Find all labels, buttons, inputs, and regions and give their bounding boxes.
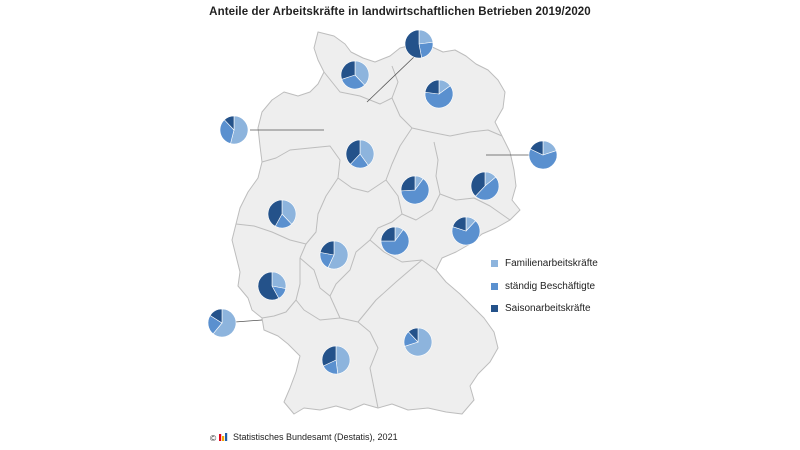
- pie-baden-wuerttemberg: [321, 345, 351, 375]
- legend-label-familie: Familienarbeitskräfte: [505, 258, 598, 269]
- pie-saarland: [207, 308, 237, 338]
- pie-slice-sachsen-saisonarbeitskr-fte: [452, 216, 467, 232]
- legend-swatch-staendig: [491, 282, 498, 290]
- pie-thueringen: [380, 226, 410, 256]
- pie-hamburg: [404, 29, 434, 59]
- germany-outline: [231, 31, 521, 415]
- pie-bremen: [219, 115, 249, 145]
- legend-item-staendig: ständig Beschäftigte: [491, 281, 598, 292]
- pie-slice-bremen-familienarbeitskr-fte: [230, 115, 249, 145]
- pie-slice-saarland-saisonarbeitskr-fte: [209, 308, 223, 324]
- pie-slice-mecklenburg-vorpommern-st-ndig-besch-ftigte: [424, 85, 454, 109]
- legend-label-staendig: ständig Beschäftigte: [505, 280, 596, 292]
- pie-slice-mecklenburg-vorpommern-saisonarbeitskr-fte: [424, 79, 440, 95]
- pie-slice-schleswig-holstein-saisonarbeitskr-fte: [340, 60, 356, 80]
- legend-item-saison: Saisonarbeitskräfte: [491, 303, 598, 314]
- pie-slice-berlin-st-ndig-besch-ftigte: [528, 148, 558, 170]
- pie-slice-niedersachsen-familienarbeitskr-fte: [359, 139, 375, 166]
- pie-slice-hessen-familienarbeitskr-fte: [327, 240, 349, 270]
- pie-slice-saarland-familienarbeitskr-fte: [212, 308, 237, 338]
- destatis-logo-icon: ©: [210, 432, 230, 442]
- pie-slice-sachsen-st-ndig-besch-ftigte: [451, 220, 481, 246]
- source-note: © Statistisches Bundesamt (Destatis), 20…: [210, 432, 398, 442]
- leader-lines: [234, 55, 530, 323]
- pie-hessen: [319, 240, 349, 270]
- legend-swatch-familie: [491, 260, 498, 267]
- pie-slice-sachsen-anhalt-saisonarbeitskr-fte: [400, 175, 416, 192]
- pie-nordrhein-westfalen: [267, 199, 297, 229]
- legend-item-familie: Familienarbeitskräfte: [491, 258, 598, 269]
- legend-label-saison: Saisonarbeitskräfte: [505, 303, 591, 314]
- pie-slice-brandenburg-st-ndig-besch-ftigte: [474, 176, 500, 201]
- source-text: Statistisches Bundesamt (Destatis), 2021: [233, 432, 398, 442]
- pie-slice-baden-wuerttemberg-familienarbeitskr-fte: [335, 345, 351, 375]
- pie-slice-hamburg-familienarbeitskr-fte: [418, 29, 434, 45]
- state-borders: [235, 65, 511, 409]
- pie-slice-hessen-saisonarbeitskr-fte: [319, 240, 335, 256]
- pie-slice-schleswig-holstein-familienarbeitskr-fte: [354, 60, 370, 86]
- pie-berlin: [528, 140, 558, 170]
- pie-slice-thueringen-saisonarbeitskr-fte: [380, 226, 396, 242]
- pie-slice-baden-wuerttemberg-saisonarbeitskr-fte: [321, 345, 337, 367]
- leader-line-saarland: [234, 319, 263, 323]
- pie-slice-bremen-saisonarbeitskr-fte: [223, 115, 235, 131]
- pie-slice-schleswig-holstein-st-ndig-besch-ftigte: [341, 74, 366, 90]
- pie-slice-bayern-saisonarbeitskr-fte: [407, 327, 419, 343]
- pie-slice-thueringen-st-ndig-besch-ftigte: [380, 229, 410, 256]
- pie-brandenburg: [470, 171, 500, 201]
- pie-slice-brandenburg-saisonarbeitskr-fte: [470, 171, 486, 197]
- legend-swatch-saison: [491, 305, 498, 312]
- chart-title: Anteile der Arbeitskräfte in landwirtsch…: [209, 6, 591, 18]
- pie-slice-niedersachsen-saisonarbeitskr-fte: [345, 139, 361, 165]
- pie-slice-rheinland-pfalz-saisonarbeitskr-fte: [257, 271, 280, 301]
- pie-bayern: [403, 327, 433, 357]
- pie-rheinland-pfalz: [257, 271, 287, 301]
- pie-slice-nordrhein-westfalen-familienarbeitskr-fte: [281, 199, 297, 225]
- leader-line-hamburg: [366, 55, 416, 103]
- pie-charts: [207, 29, 558, 375]
- pie-slice-hamburg-saisonarbeitskr-fte: [404, 29, 422, 59]
- pie-schleswig-holstein: [340, 60, 370, 90]
- svg-text:©: ©: [210, 433, 217, 442]
- pie-sachsen: [451, 216, 481, 246]
- pie-slice-sachsen-anhalt-st-ndig-besch-ftigte: [400, 178, 430, 205]
- pie-slice-nordrhein-westfalen-saisonarbeitskr-fte: [267, 199, 283, 227]
- pie-niedersachsen: [345, 139, 375, 169]
- pie-sachsen-anhalt: [400, 175, 430, 205]
- pie-mecklenburg-vorpommern: [424, 79, 454, 109]
- pie-slice-bremen-st-ndig-besch-ftigte: [219, 119, 235, 144]
- pie-slice-berlin-saisonarbeitskr-fte: [529, 140, 544, 156]
- legend: Familienarbeitskräfte ständig Beschäftig…: [491, 258, 598, 326]
